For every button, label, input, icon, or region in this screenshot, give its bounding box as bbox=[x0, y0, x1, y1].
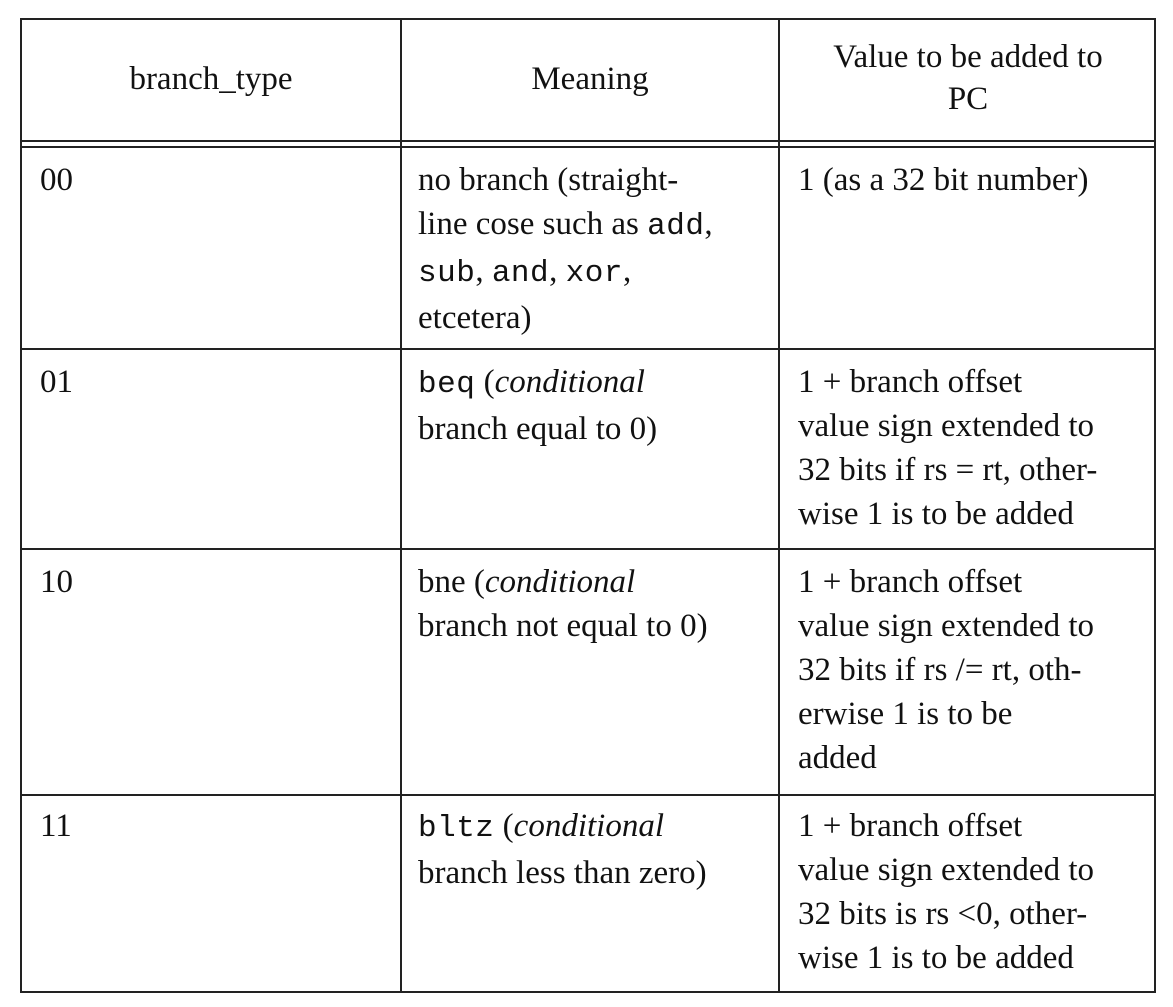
meaning-text: ( bbox=[494, 808, 514, 844]
meaning-italic: conditional bbox=[484, 564, 636, 600]
punctuation: , bbox=[475, 253, 492, 289]
meaning-line: beq (conditional bbox=[418, 360, 657, 407]
header-meaning: Meaning bbox=[531, 61, 649, 97]
meaning-line: branch less than zero) bbox=[418, 855, 707, 891]
meaning-line: etcetera) bbox=[418, 300, 532, 336]
column-divider bbox=[400, 20, 402, 991]
meaning-italic: conditional bbox=[494, 364, 645, 400]
branch-type-table: branch_type Meaning Value to be added to… bbox=[20, 18, 1156, 993]
code-keyword: bltz bbox=[418, 811, 495, 846]
row-code: 11 bbox=[40, 808, 72, 844]
value-line: added bbox=[798, 740, 877, 776]
row-meaning: bltz (conditional branch less than zero) bbox=[418, 804, 707, 895]
value-line: 1 + branch offset bbox=[798, 364, 1023, 400]
punctuation: , bbox=[704, 206, 713, 242]
row-code: 01 bbox=[40, 364, 73, 400]
value-line: 1 + branch offset bbox=[798, 564, 1023, 600]
meaning-italic: conditional bbox=[513, 808, 664, 844]
value-line: value sign extended to bbox=[798, 408, 1095, 444]
value-line: 32 bits if rs = rt, other- bbox=[798, 452, 1098, 488]
code-keyword: add bbox=[647, 209, 705, 244]
meaning-line: branch not equal to 0) bbox=[418, 608, 708, 644]
row-meaning: beq (conditional branch equal to 0) bbox=[418, 360, 657, 451]
value-line: value sign extended to bbox=[798, 608, 1095, 644]
header-branch-type: branch_type bbox=[129, 61, 293, 97]
value-line: wise 1 is to be added bbox=[798, 496, 1074, 532]
column-divider bbox=[778, 20, 780, 991]
row-divider bbox=[22, 348, 1154, 350]
meaning-line: bne (conditional bbox=[418, 560, 708, 604]
value-line: value sign extended to bbox=[798, 852, 1095, 888]
value-line: 32 bits if rs /= rt, oth- bbox=[798, 652, 1082, 688]
value-line: 1 + branch offset bbox=[798, 808, 1023, 844]
header-value-line: PC bbox=[947, 81, 989, 117]
header-value-line: Value to be added to bbox=[833, 39, 1103, 75]
punctuation: , bbox=[549, 253, 566, 289]
row-value: 1 + branch offset value sign extended to… bbox=[798, 804, 1094, 980]
meaning-line: bltz (conditional bbox=[418, 804, 707, 851]
meaning-line: sub, and, xor, bbox=[418, 249, 713, 296]
value-line: 1 (as a 32 bit number) bbox=[798, 162, 1089, 198]
meaning-line: no branch (straight- bbox=[418, 162, 679, 198]
row-value: 1 + branch offset value sign extended to… bbox=[798, 360, 1097, 536]
meaning-text: bne ( bbox=[418, 564, 485, 600]
row-divider bbox=[22, 548, 1154, 550]
value-line: erwise 1 is to be bbox=[798, 696, 1013, 732]
meaning-text: line cose such as bbox=[418, 206, 648, 242]
meaning-line: branch equal to 0) bbox=[418, 411, 658, 447]
code-keyword: and bbox=[491, 256, 550, 291]
punctuation: , bbox=[622, 253, 632, 289]
code-keyword: beq bbox=[418, 367, 476, 402]
row-divider bbox=[22, 794, 1154, 796]
meaning-text: ( bbox=[475, 364, 495, 400]
code-keyword: xor bbox=[565, 256, 623, 291]
row-code: 00 bbox=[40, 162, 73, 198]
code-keyword: sub bbox=[418, 256, 476, 291]
meaning-line: line cose such as add, bbox=[418, 202, 713, 249]
header-divider-upper bbox=[22, 140, 1154, 142]
header-divider-lower bbox=[22, 146, 1154, 148]
row-meaning: no branch (straight- line cose such as a… bbox=[418, 158, 713, 340]
value-line: wise 1 is to be added bbox=[798, 940, 1074, 976]
value-line: 32 bits is rs <0, other- bbox=[798, 896, 1088, 932]
row-value: 1 (as a 32 bit number) bbox=[798, 158, 1089, 202]
row-code: 10 bbox=[40, 564, 73, 600]
header-value: Value to be added to PC bbox=[780, 36, 1156, 120]
row-value: 1 + branch offset value sign extended to… bbox=[798, 560, 1094, 780]
row-meaning: bne (conditional branch not equal to 0) bbox=[418, 560, 708, 648]
